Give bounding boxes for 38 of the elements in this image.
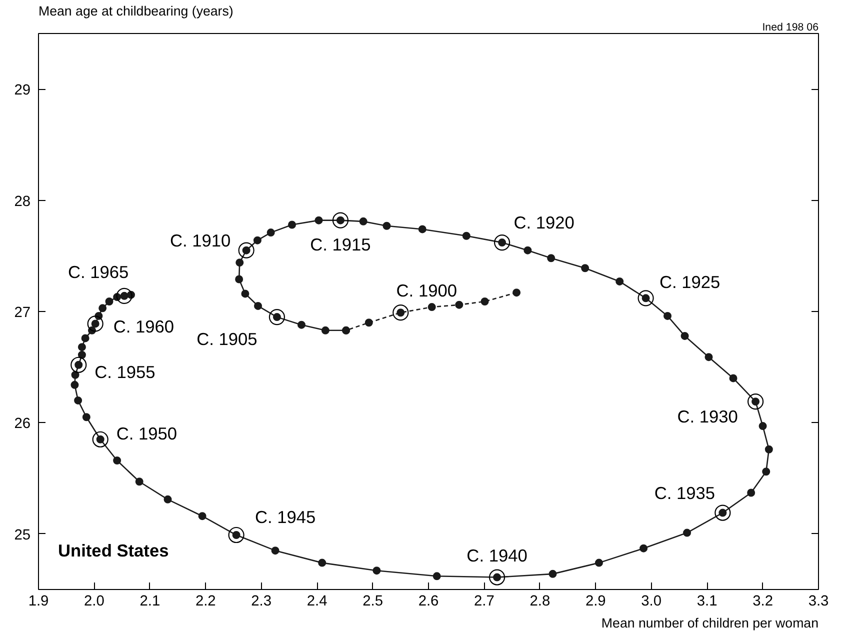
annotation: C. 1930 (677, 406, 738, 427)
y-tick-label: 28 (14, 194, 31, 210)
x-tick-label: 3.2 (752, 594, 773, 610)
x-tick-label: 3.3 (808, 594, 829, 610)
y-tick-label: 29 (14, 82, 31, 99)
annotation: C. 1905 (196, 329, 258, 350)
y-tick-label: 27 (14, 305, 31, 321)
annotation: C. 1935 (654, 482, 716, 503)
x-tick-label: 2.2 (195, 594, 216, 610)
annotation: C. 1965 (68, 262, 129, 282)
x-tick-label: 2.1 (140, 594, 160, 610)
x-tick-label: 2.5 (362, 594, 383, 610)
annotation: C. 1920 (514, 212, 574, 233)
x-tick-label: 2.0 (84, 594, 104, 610)
annotation: C. 1950 (116, 423, 178, 444)
x-tick-label: 2.7 (474, 594, 494, 610)
annotation: C. 1910 (170, 230, 231, 250)
text: Ined 198 06 (762, 22, 819, 34)
annotation: C. 1940 (466, 545, 528, 566)
annotation: C. 1960 (113, 316, 174, 337)
x-tick-label: 2.9 (585, 594, 606, 610)
x-axis-title: Mean number of children per woman (601, 616, 819, 630)
y-tick-label: 25 (14, 527, 31, 544)
annotation: C. 1915 (310, 234, 371, 254)
x-tick-label: 2.8 (530, 594, 550, 610)
text: United States (58, 540, 169, 561)
annotation: C. 1955 (94, 362, 156, 382)
x-tick-label: 2.3 (251, 594, 272, 610)
annotation: C. 1925 (659, 272, 720, 292)
annotation: C. 1900 (396, 280, 457, 301)
y-tick-label: 26 (14, 416, 31, 432)
annotation: C. 1945 (254, 507, 316, 528)
x-tick-label: 2.4 (306, 594, 328, 610)
y-axis-title: Mean age at childbearing (years) (38, 4, 234, 18)
x-tick-label: 3.0 (641, 594, 662, 610)
x-tick-label: 3.1 (696, 594, 718, 610)
x-tick-label: 2.6 (418, 594, 439, 610)
x-tick-label: 1.9 (28, 594, 49, 610)
